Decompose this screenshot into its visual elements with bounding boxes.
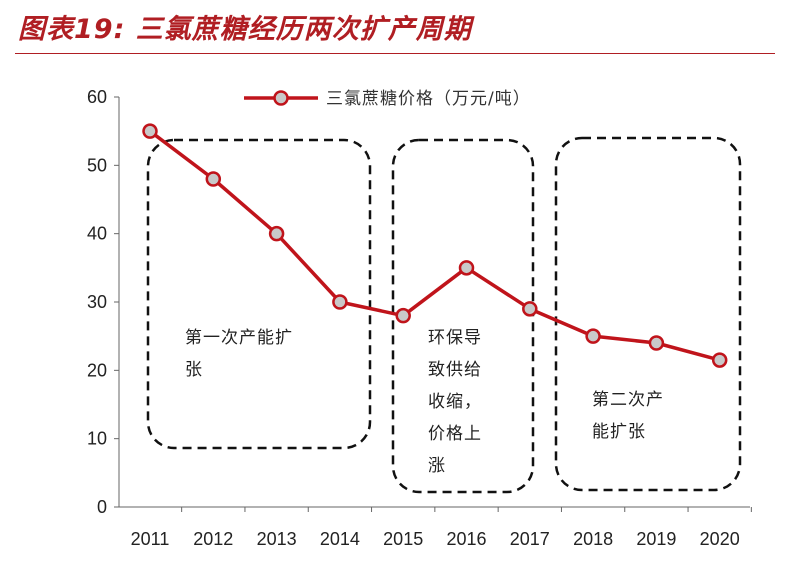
data-point	[395, 307, 411, 324]
annotation-text: 能扩张	[592, 422, 646, 442]
x-tick-label: 2019	[636, 529, 676, 549]
annotation-box	[554, 136, 742, 492]
y-tick-label: 60	[87, 87, 107, 107]
y-tick-label: 10	[87, 429, 107, 449]
legend-label: 三氯蔗糖价格（万元/吨）	[326, 89, 531, 109]
annotation-text: 第一次产能扩	[185, 328, 293, 348]
y-tick-label: 30	[87, 292, 107, 312]
data-point	[205, 171, 222, 187]
annotation-box	[391, 138, 535, 494]
x-tick-label: 2012	[193, 529, 233, 549]
chart-title: 图表19: 三氯蔗糖经历两次扩产周期	[18, 14, 472, 45]
data-point	[711, 352, 728, 368]
legend-marker	[273, 90, 289, 106]
x-tick-label: 2014	[320, 529, 360, 549]
x-tick-label: 2020	[700, 529, 740, 549]
annotation-text: 第二次产	[592, 390, 664, 410]
annotation-text: 收缩，	[428, 392, 482, 412]
chart-legend: 三氯蔗糖价格（万元/吨）	[244, 89, 531, 109]
annotation-text: 涨	[428, 456, 446, 476]
data-point	[458, 260, 475, 276]
title-underline	[15, 53, 775, 54]
data-point	[142, 123, 158, 139]
x-tick-label: 2018	[573, 529, 613, 549]
y-tick-label: 0	[97, 497, 107, 517]
x-tick-label: 2011	[131, 529, 170, 549]
x-tick-label: 2013	[257, 529, 297, 549]
data-point	[522, 301, 538, 317]
data-point	[585, 328, 601, 344]
y-tick-label: 50	[87, 155, 107, 175]
data-point	[648, 335, 665, 351]
annotation-text: 环保导	[428, 328, 482, 348]
data-point	[268, 225, 285, 242]
x-tick-label: 2017	[510, 529, 550, 549]
data-point	[332, 294, 348, 310]
annotation-text: 致供给	[428, 360, 482, 380]
y-tick-label: 20	[87, 360, 107, 380]
chart-series	[142, 123, 728, 368]
annotation-box	[146, 138, 372, 450]
series-line	[148, 129, 721, 362]
annotation-text: 张	[185, 360, 203, 380]
chart-axes: 0 10 20 30 40 50 60 2011 2012 2013 2014 2015 2016 201…	[87, 87, 752, 549]
x-tick-label: 2015	[383, 529, 423, 549]
y-tick-label: 40	[87, 224, 107, 244]
x-tick-label: 2016	[446, 529, 486, 549]
annotation-text: 价格上	[428, 424, 482, 444]
